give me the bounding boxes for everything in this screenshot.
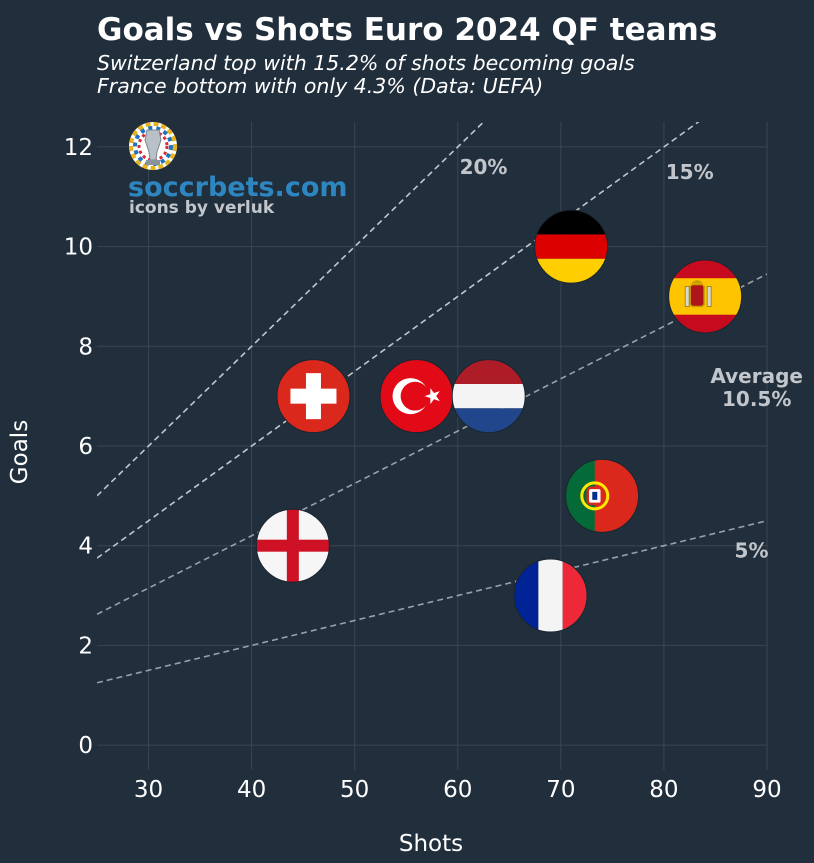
y-tick-label: 2 xyxy=(78,633,93,659)
france-flag-icon xyxy=(513,558,588,633)
chart-title: Goals vs Shots Euro 2024 QF teams xyxy=(97,12,718,48)
england-flag-icon xyxy=(255,508,330,583)
y-tick-label: 8 xyxy=(78,334,93,360)
chart-subtitle-line-2: France bottom with only 4.3% (Data: UEFA… xyxy=(97,74,544,98)
y-tick-label: 4 xyxy=(78,534,93,560)
grid-lines xyxy=(97,122,768,770)
netherlands-flag-icon xyxy=(451,359,526,434)
x-axis-label: Shots xyxy=(399,831,463,857)
y-tick-label: 12 xyxy=(64,135,93,161)
reference-lines xyxy=(97,122,767,684)
reference-line-label: Average xyxy=(710,364,803,388)
switzerland-flag-icon xyxy=(276,359,351,434)
x-tick-label: 50 xyxy=(340,777,369,803)
euro-2024-trophy-icon xyxy=(129,122,177,170)
reference-line-15pct xyxy=(97,122,700,559)
y-tick-label: 0 xyxy=(78,733,93,759)
y-axis-label: Goals xyxy=(7,420,33,484)
data-points xyxy=(255,209,743,633)
x-tick-label: 60 xyxy=(443,777,472,803)
y-tick-label: 6 xyxy=(78,434,93,460)
reference-line-20pct xyxy=(97,122,485,497)
spain-flag-icon xyxy=(668,259,743,334)
x-tick-label: 80 xyxy=(649,777,678,803)
reference-line-label: 5% xyxy=(735,539,769,563)
reference-line-average xyxy=(97,273,767,615)
reference-line-label: 15% xyxy=(666,160,714,184)
y-tick-label: 10 xyxy=(64,235,93,261)
chart-subtitle-line-1: Switzerland top with 15.2% of shots beco… xyxy=(97,51,635,75)
reference-line-5pct xyxy=(97,519,767,684)
reference-line-label: 20% xyxy=(460,155,508,179)
axis-ticks: 30 40 50 60 70 80 90 0 2 4 6 8 10 12 xyxy=(64,135,782,803)
reference-line-label-value: 10.5% xyxy=(722,387,791,411)
portugal-flag-icon xyxy=(565,458,640,533)
brand-site-name: soccrbets.com xyxy=(128,172,348,203)
icon-credit: icons by verluk xyxy=(129,198,275,218)
germany-flag-icon xyxy=(534,209,609,284)
x-tick-label: 90 xyxy=(752,777,781,803)
x-tick-label: 40 xyxy=(237,777,266,803)
x-tick-label: 70 xyxy=(546,777,575,803)
x-tick-label: 30 xyxy=(134,777,163,803)
turkey-flag-icon xyxy=(379,359,454,434)
